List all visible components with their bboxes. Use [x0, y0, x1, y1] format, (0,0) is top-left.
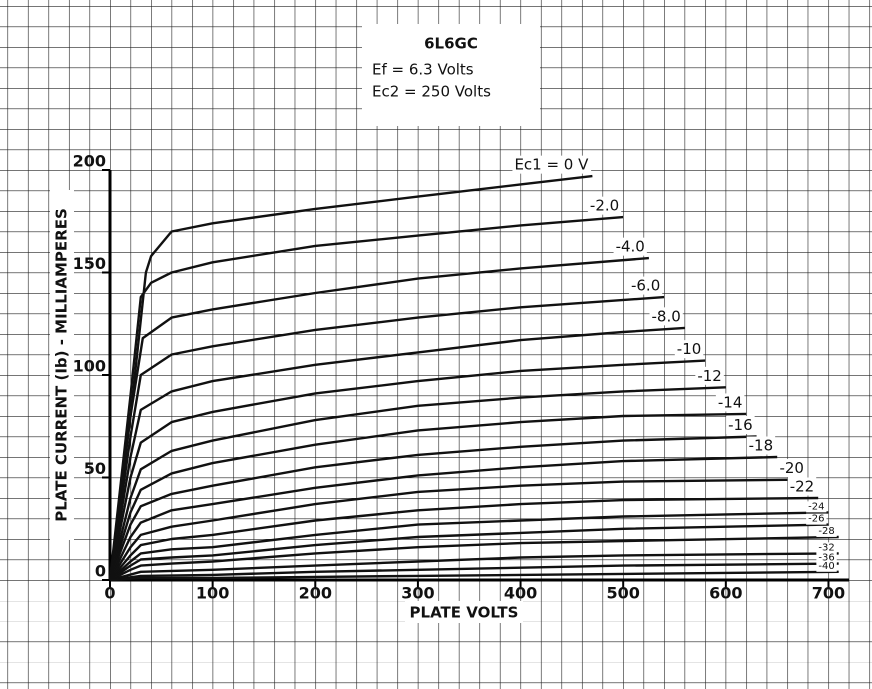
- curve: [108, 386, 726, 581]
- curve-label: -20: [779, 459, 804, 477]
- y-tick-label: 150: [73, 254, 106, 273]
- y-tick-label: 0: [95, 562, 106, 581]
- curve-label: -24: [808, 501, 824, 512]
- curve: [108, 412, 747, 581]
- curve: [108, 455, 778, 581]
- label-bg: [777, 459, 806, 478]
- curve-label: -4.0: [616, 238, 645, 256]
- x-axis-title: PLATE VOLTS: [410, 604, 519, 622]
- curve: [109, 562, 839, 582]
- curve: [109, 511, 829, 581]
- label-bg: [787, 477, 817, 496]
- label-bg: [746, 436, 776, 455]
- label-bg: [512, 155, 592, 174]
- curve-label: -12: [697, 367, 722, 385]
- x-tick-label: 700: [812, 584, 845, 603]
- curve-label: -32: [818, 542, 834, 553]
- label-bg: [628, 276, 663, 295]
- label-bg: [816, 542, 837, 554]
- curve-label: -28: [818, 526, 834, 537]
- curve: [109, 552, 839, 582]
- label-bg: [816, 560, 837, 572]
- curve: [108, 295, 665, 581]
- curve-label: -16: [728, 416, 753, 434]
- annotation-box: [362, 24, 540, 126]
- label-bg: [806, 501, 827, 513]
- curve-label: -10: [677, 340, 702, 358]
- curve: [108, 359, 706, 581]
- xlabel-bg: [405, 601, 523, 623]
- x-tick-label: 400: [504, 584, 537, 603]
- curve: [109, 523, 829, 581]
- y-tick-label: 100: [73, 357, 106, 376]
- ylabel-bg: [50, 190, 74, 540]
- label-bg: [613, 237, 647, 256]
- curve: [108, 478, 808, 581]
- label-bg: [726, 416, 755, 434]
- curve-label: -26: [808, 514, 824, 525]
- box-line: Ec2 = 250 Volts: [372, 83, 491, 101]
- curve-label: Ec1 = 0 V: [514, 156, 589, 174]
- curve-label: -22: [790, 478, 815, 496]
- label-bg: [649, 307, 683, 326]
- curve-label: -2.0: [590, 197, 619, 215]
- label-bg: [715, 393, 745, 412]
- curve: [108, 326, 685, 581]
- label-bg: [587, 196, 622, 215]
- x-tick-label: 600: [709, 584, 742, 603]
- x-tick-label: 0: [104, 584, 115, 603]
- curve: [108, 215, 624, 581]
- curve-label: -14: [718, 393, 743, 411]
- curve: [108, 435, 757, 581]
- curve-label: -36: [818, 553, 834, 564]
- curve: [109, 496, 819, 581]
- curve-label: -6.0: [631, 277, 660, 295]
- tube-model: 6L6GC: [424, 35, 478, 53]
- box-line: Ef = 6.3 Volts: [372, 61, 474, 79]
- curve: [108, 174, 593, 581]
- y-tick-label: 50: [84, 459, 106, 478]
- x-tick-label: 300: [401, 584, 434, 603]
- x-tick-label: 500: [606, 584, 639, 603]
- curve: [108, 256, 649, 581]
- label-bg: [674, 340, 704, 359]
- label-bg: [806, 513, 827, 525]
- label-bg: [816, 525, 837, 537]
- curve: [109, 535, 839, 582]
- x-tick-label: 100: [196, 584, 229, 603]
- y-tick-label: 200: [73, 152, 106, 171]
- curve-label: -18: [749, 437, 774, 455]
- curve: [109, 570, 839, 582]
- x-tick-label: 200: [299, 584, 332, 603]
- y-axis-title: PLATE CURRENT (Ib) - MILLIAMPERES: [53, 208, 71, 522]
- curve-label: -8.0: [651, 307, 680, 325]
- label-bg: [816, 552, 837, 564]
- label-bg: [695, 366, 724, 385]
- curve-label: -40: [818, 561, 834, 572]
